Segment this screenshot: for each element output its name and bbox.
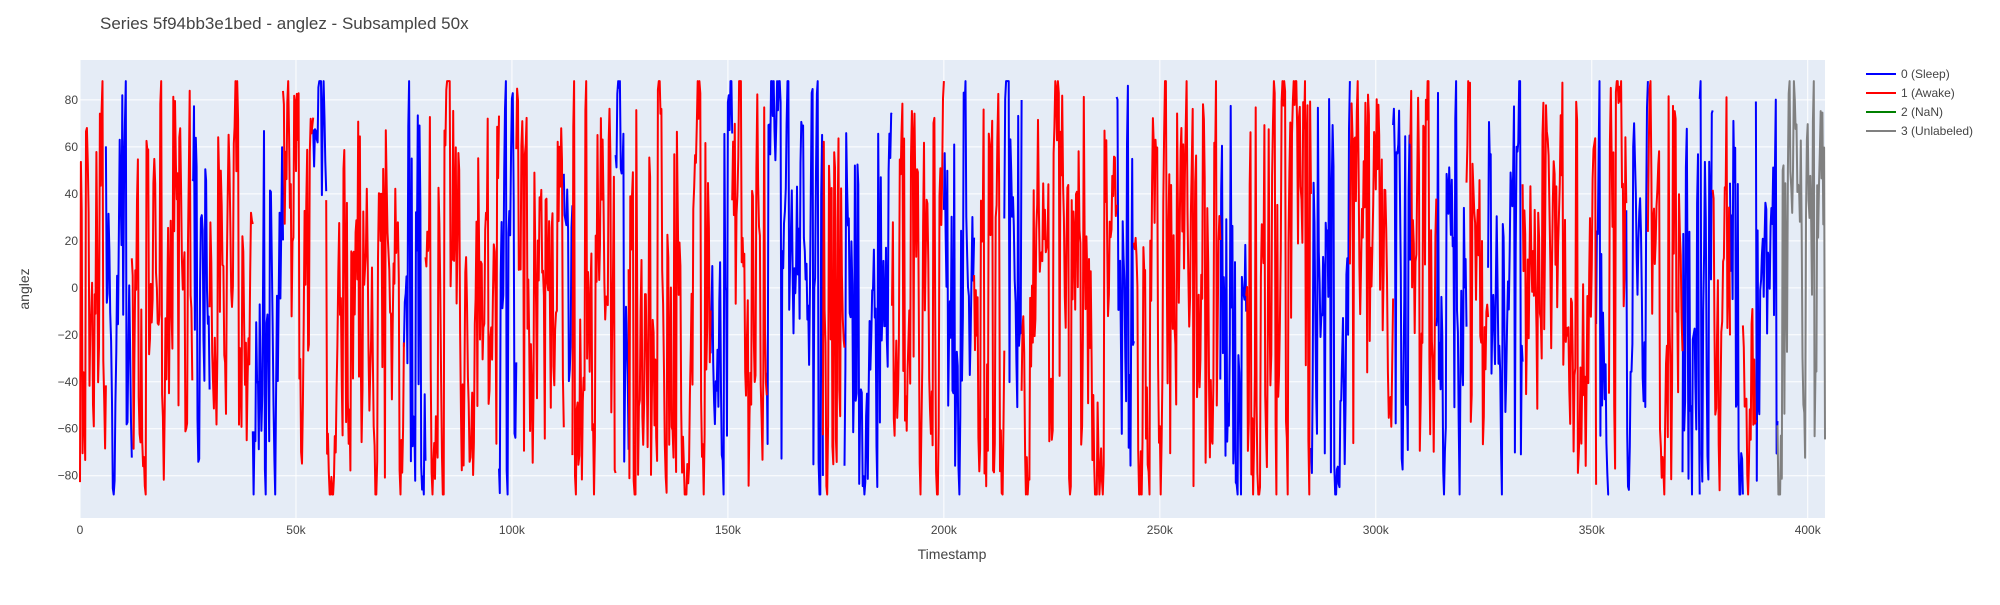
chart-title: Series 5f94bb3e1bed - anglez - Subsample… [100, 14, 469, 33]
series-line-segment [1310, 81, 1351, 496]
series-line-segment [614, 80, 630, 463]
x-tick-label: 100k [499, 523, 526, 537]
series-line-segment [1465, 80, 1490, 446]
series-line-segment [282, 80, 315, 465]
series-line-segment [571, 80, 617, 496]
series-line-segment [1776, 80, 1826, 496]
y-tick-label: −60 [58, 422, 79, 436]
x-tick-label: 400k [1795, 523, 1822, 537]
x-tick-label: 250k [1147, 523, 1174, 537]
series-line-segment [709, 80, 734, 496]
series-line-segment [1487, 80, 1524, 496]
y-tick-label: −20 [58, 328, 79, 342]
legend-item[interactable]: 2 (NaN) [1866, 105, 1943, 119]
x-tick-label: 200k [931, 523, 958, 537]
series-line-segment [424, 80, 500, 496]
series-line-segment [130, 80, 194, 496]
series-line-segment [1595, 80, 1610, 496]
series-line-segment [973, 92, 1006, 496]
series-line-segment [1003, 80, 1023, 409]
series-line-segment [515, 87, 565, 464]
series-line-segment [1219, 104, 1248, 496]
legend-item[interactable]: 3 (Unlabeled) [1866, 124, 1973, 138]
series-line-segment [1681, 127, 1701, 496]
series-line-segment [1132, 80, 1222, 496]
series-line-segment [627, 80, 712, 496]
x-tick-label: 350k [1579, 523, 1606, 537]
series-line-segment [325, 120, 405, 496]
series-line-segment [251, 130, 284, 496]
legend-label: 0 (Sleep) [1901, 67, 1950, 81]
series-line-segment [402, 80, 427, 496]
series-layer [79, 80, 1826, 496]
series-line-segment [765, 80, 824, 496]
series-line-segment [1020, 80, 1118, 496]
legend-label: 2 (NaN) [1901, 105, 1943, 119]
x-axis-label: Timestamp [918, 546, 987, 562]
y-tick-label: 0 [71, 281, 78, 295]
series-line-segment [821, 137, 846, 496]
series-line-segment [208, 80, 254, 442]
x-tick-label: 150k [715, 523, 742, 537]
y-axis-label: anglez [16, 268, 32, 309]
y-tick-label: 40 [65, 187, 79, 201]
legend-item[interactable]: 1 (Awake) [1866, 86, 1955, 100]
series-line-segment [1392, 107, 1412, 471]
series-line-segment [942, 80, 976, 496]
series-line-segment [1711, 96, 1731, 492]
x-tick-labels: 0 50k 100k 150k 200k 250k 300k 350k 400k [77, 523, 1822, 537]
y-tick-labels: 80 60 40 20 0 −20 −40 −60 −80 [58, 93, 79, 483]
series-line-segment [1625, 81, 1649, 491]
series-line-segment [1348, 80, 1395, 445]
series-line-segment [312, 80, 328, 197]
series-line-segment [1409, 80, 1438, 453]
series-line-segment [104, 80, 133, 496]
x-tick-label: 50k [286, 523, 306, 537]
x-tick-label: 300k [1363, 523, 1390, 537]
series-line-segment [562, 173, 574, 383]
series-line-segment [1435, 80, 1468, 496]
series-line-segment [1754, 98, 1779, 482]
series-line-segment [891, 81, 945, 496]
y-tick-label: 60 [65, 140, 79, 154]
series-line-segment [1698, 80, 1714, 483]
x-tick-label: 0 [77, 523, 84, 537]
series-line-segment [79, 80, 107, 483]
series-line-segment [1115, 84, 1135, 467]
y-tick-label: −40 [58, 375, 79, 389]
y-tick-label: 80 [65, 93, 79, 107]
series-line-segment [843, 112, 893, 496]
series-line-segment [191, 105, 211, 463]
series-line-segment [498, 80, 518, 496]
series-line-segment [1646, 80, 1684, 496]
series-line-segment [1521, 81, 1598, 485]
series-line-segment [731, 80, 768, 487]
series-line-segment [1245, 80, 1312, 496]
legend-item[interactable]: 0 (Sleep) [1866, 67, 1950, 81]
legend[interactable]: 0 (Sleep) 1 (Awake) 2 (NaN) 3 (Unlabeled) [1866, 67, 1973, 138]
series-line-segment [1729, 119, 1744, 496]
y-tick-label: 20 [65, 234, 79, 248]
series-line-segment [1608, 80, 1628, 470]
y-tick-label: −80 [58, 469, 79, 483]
series-line-segment [1741, 308, 1757, 496]
legend-label: 1 (Awake) [1901, 86, 1955, 100]
legend-label: 3 (Unlabeled) [1901, 124, 1973, 138]
